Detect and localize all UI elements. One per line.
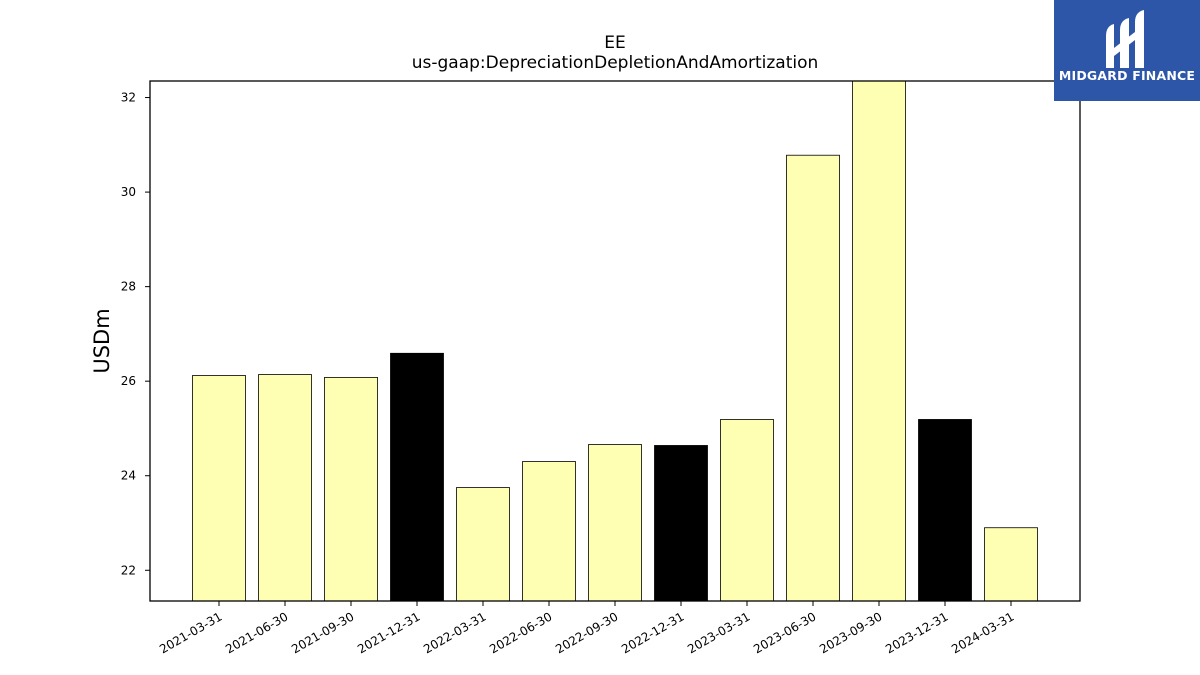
bar-2021-03-31 (192, 375, 246, 602)
bar-2022-12-31 (654, 445, 708, 602)
x-tick-label: 2021-03-31 (157, 609, 224, 656)
x-tick-label: 2023-09-30 (817, 609, 884, 656)
y-tick-label: 22 (121, 563, 136, 577)
x-tick-label: 2024-03-31 (949, 609, 1016, 656)
bar-2023-12-31 (918, 419, 972, 602)
y-tick-label: 32 (121, 91, 136, 105)
y-tick-label: 28 (121, 280, 136, 294)
bar-2023-03-31 (720, 419, 774, 602)
x-axis: 2021-03-312021-06-302021-09-302021-12-31… (157, 601, 1017, 656)
chart-title: EE (604, 33, 625, 53)
bar-2021-09-30 (324, 376, 378, 602)
x-tick-label: 2021-12-31 (355, 609, 422, 656)
bar-2024-03-31 (984, 527, 1038, 602)
x-tick-label: 2022-03-31 (421, 609, 488, 656)
chart-subtitle: us-gaap:DepreciationDepletionAndAmortiza… (412, 53, 819, 73)
bar-2023-09-30 (852, 80, 906, 602)
bar-2021-06-30 (258, 374, 312, 602)
bar-2022-03-31 (456, 487, 510, 602)
bar-2021-12-31 (390, 352, 444, 602)
y-tick-label: 24 (121, 469, 136, 483)
bars-layer (192, 80, 1038, 602)
x-tick-label: 2022-06-30 (487, 609, 554, 656)
logo-text: MIDGARD FINANCE (1058, 68, 1196, 83)
x-tick-label: 2021-09-30 (289, 609, 356, 656)
y-axis: 22 24 26 28 30 32 (121, 91, 150, 577)
brand-logo: MIDGARD FINANCE (1054, 0, 1200, 101)
x-tick-label: 2022-09-30 (553, 609, 620, 656)
logo-mark-icon (1106, 10, 1144, 68)
x-tick-label: 2023-12-31 (883, 609, 950, 656)
x-tick-label: 2021-06-30 (223, 609, 290, 656)
x-tick-label: 2023-03-31 (685, 609, 752, 656)
bar-2023-06-30 (786, 154, 840, 602)
x-tick-label: 2023-06-30 (751, 609, 818, 656)
bar-2022-06-30 (522, 461, 576, 602)
plot-frame (149, 80, 1081, 602)
y-tick-label: 26 (121, 374, 136, 388)
y-axis-label: USDm (90, 308, 114, 373)
x-tick-label: 2022-12-31 (619, 609, 686, 656)
y-tick-label: 30 (121, 185, 136, 199)
bar-2022-09-30 (588, 444, 642, 602)
